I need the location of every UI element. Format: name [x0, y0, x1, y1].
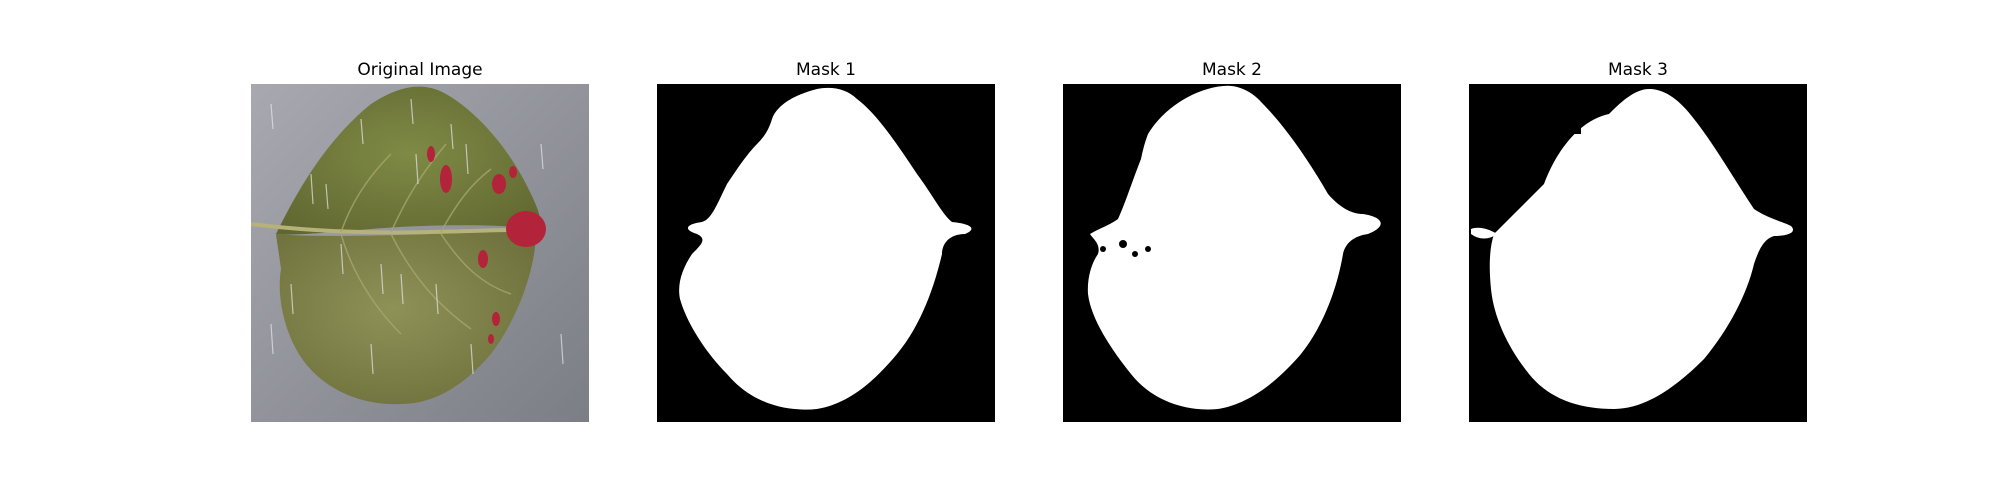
panel-title: Mask 1: [795, 60, 856, 80]
original-leaf-image: [251, 84, 589, 422]
panel-title: Original Image: [357, 60, 483, 80]
mask-1-image: [657, 84, 995, 422]
panel-original-image: Original Image: [251, 58, 589, 422]
mask-2-image: [1063, 84, 1401, 422]
mask-3-image: [1469, 84, 1807, 422]
panel-mask-2: Mask 2: [1063, 58, 1401, 422]
panel-mask-1: Mask 1: [657, 58, 995, 422]
panel-mask-3: Mask 3: [1469, 58, 1807, 422]
panel-title: Mask 2: [1201, 60, 1262, 80]
panel-title: Mask 3: [1607, 60, 1668, 80]
